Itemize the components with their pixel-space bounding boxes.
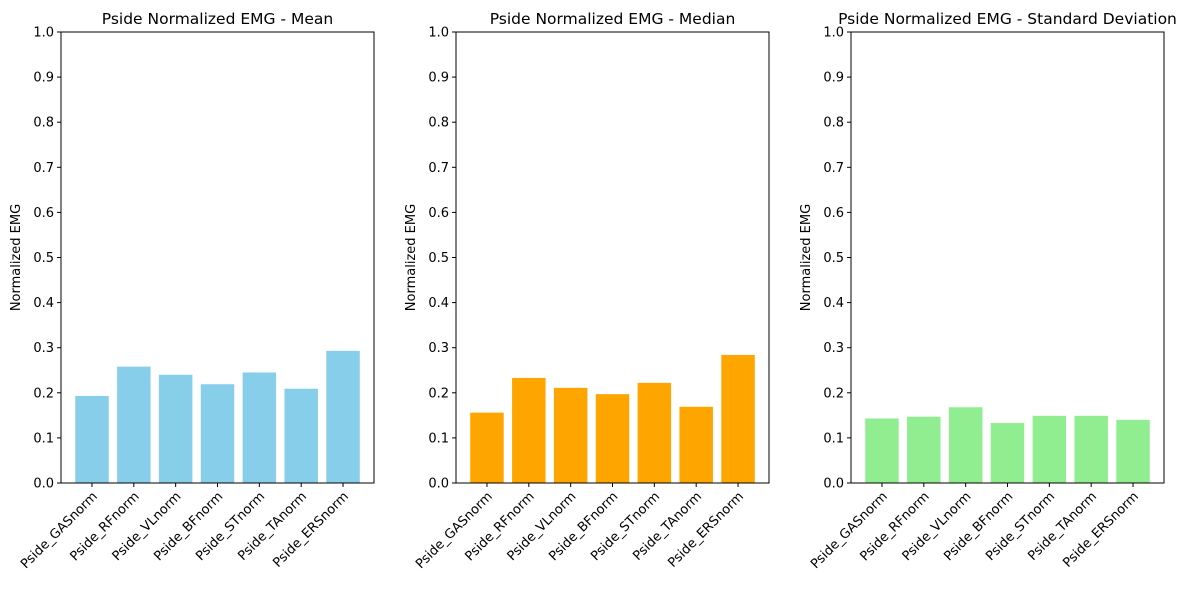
bar-Pside_BFnorm bbox=[200, 384, 235, 483]
y-axis-label: Normalized EMG bbox=[404, 204, 419, 311]
chart-panel-1: 0.0 0.1 0.2 0.3 0.4 0.5 0.6 0.7 0.8 0.9 1.0 Pside_G… bbox=[404, 10, 770, 572]
y-tick-label: 1.0 bbox=[428, 26, 449, 41]
bar-Pside_GASnorm bbox=[470, 412, 504, 483]
bar-Pside_BFnorm bbox=[595, 394, 630, 483]
y-tick-label: 0.7 bbox=[428, 161, 449, 176]
y-tick-label: 0.5 bbox=[823, 251, 844, 266]
y-tick-label: 0.2 bbox=[428, 386, 449, 401]
bar-Pside_GASnorm bbox=[865, 418, 899, 483]
bar-Pside_VLnorm bbox=[553, 387, 588, 483]
bar-Pside_ERSnorm bbox=[326, 350, 360, 483]
y-axis-label: Normalized EMG bbox=[799, 204, 814, 311]
y-tick-label: 0.1 bbox=[33, 431, 54, 446]
bar-Pside_STnorm bbox=[1032, 415, 1067, 483]
y-tick-label: 0.6 bbox=[823, 206, 844, 221]
chart-title: Pside Normalized EMG - Mean bbox=[102, 10, 333, 28]
y-tick-label: 0.0 bbox=[428, 477, 449, 492]
y-tick-label: 0.6 bbox=[428, 206, 449, 221]
bar-Pside_ERSnorm bbox=[721, 354, 755, 483]
x-tick-label: Pside_ERSnorm bbox=[270, 489, 351, 570]
chart-panel-0: 0.0 0.1 0.2 0.3 0.4 0.5 0.6 0.7 0.8 0.9 1.0 Pside_G… bbox=[9, 10, 375, 572]
x-tick-label: Pside_GASnorm bbox=[413, 489, 496, 572]
y-tick-label: 0.7 bbox=[823, 161, 844, 176]
y-tick-label: 0.1 bbox=[428, 431, 449, 446]
bar-Pside_TAnorm bbox=[679, 406, 713, 483]
bar-Pside_VLnorm bbox=[158, 374, 193, 483]
bar-Pside_GASnorm bbox=[75, 395, 109, 483]
x-tick-label: Pside_GASnorm bbox=[18, 489, 101, 572]
y-tick-label: 0.7 bbox=[33, 161, 54, 176]
y-tick-label: 0.3 bbox=[823, 341, 844, 356]
bar-Pside_TAnorm bbox=[1074, 415, 1108, 483]
y-tick-label: 0.4 bbox=[428, 296, 449, 311]
y-tick-label: 0.9 bbox=[428, 71, 449, 86]
y-tick-label: 0.4 bbox=[823, 296, 844, 311]
y-tick-label: 0.6 bbox=[33, 206, 54, 221]
y-tick-label: 0.3 bbox=[33, 341, 54, 356]
y-tick-label: 1.0 bbox=[33, 26, 54, 41]
bar-Pside_TAnorm bbox=[284, 388, 318, 483]
bar-Pside_BFnorm bbox=[990, 423, 1025, 483]
y-tick-label: 0.9 bbox=[823, 71, 844, 86]
y-tick-label: 0.2 bbox=[33, 386, 54, 401]
y-tick-label: 1.0 bbox=[823, 26, 844, 41]
y-tick-label: 0.8 bbox=[823, 116, 844, 131]
chart-panel-2: 0.0 0.1 0.2 0.3 0.4 0.5 0.6 0.7 0.8 0.9 1.0 Pside_G… bbox=[799, 10, 1177, 572]
chart-title: Pside Normalized EMG - Standard Deviatio… bbox=[838, 10, 1177, 28]
bar-Pside_STnorm bbox=[637, 382, 672, 483]
y-axis-label: Normalized EMG bbox=[9, 204, 24, 311]
y-tick-label: 0.2 bbox=[823, 386, 844, 401]
y-tick-label: 0.8 bbox=[428, 116, 449, 131]
y-tick-label: 0.4 bbox=[33, 296, 54, 311]
axes-frame bbox=[850, 31, 1165, 484]
x-tick-label: Pside_ERSnorm bbox=[665, 489, 746, 570]
y-tick-label: 0.3 bbox=[428, 341, 449, 356]
y-tick-label: 0.1 bbox=[823, 431, 844, 446]
y-tick-label: 0.5 bbox=[428, 251, 449, 266]
y-tick-label: 0.5 bbox=[33, 251, 54, 266]
y-tick-label: 0.0 bbox=[33, 477, 54, 492]
x-tick-label: Pside_GASnorm bbox=[808, 489, 891, 572]
y-tick-label: 0.0 bbox=[823, 477, 844, 492]
bar-Pside_VLnorm bbox=[948, 407, 983, 483]
chart-title: Pside Normalized EMG - Median bbox=[490, 10, 736, 28]
x-tick-label: Pside_ERSnorm bbox=[1060, 489, 1141, 570]
y-tick-label: 0.8 bbox=[33, 116, 54, 131]
bar-Pside_RFnorm bbox=[512, 377, 546, 483]
y-tick-label: 0.9 bbox=[33, 71, 54, 86]
bar-Pside_ERSnorm bbox=[1116, 419, 1150, 483]
bar-Pside_STnorm bbox=[242, 372, 277, 483]
bar-Pside_RFnorm bbox=[907, 416, 941, 483]
bar-Pside_RFnorm bbox=[117, 366, 151, 483]
